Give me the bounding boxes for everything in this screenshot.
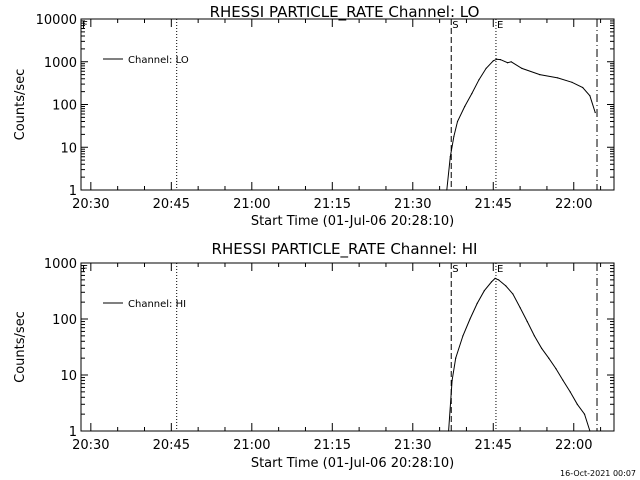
data-point <box>448 430 450 432</box>
data-point <box>476 302 478 304</box>
data-point <box>594 111 596 114</box>
y-tick-label: 100 <box>52 99 77 114</box>
y-tick-label: 1 <box>69 184 77 199</box>
x-tick-label: 22:00 <box>555 438 592 453</box>
x-tick-label: 20:45 <box>153 197 190 212</box>
data-point <box>478 79 480 81</box>
x-tick-label: 21:00 <box>233 197 270 212</box>
data-point <box>583 413 586 415</box>
x-axis-label: Start Time (01-Jul-06 20:28:10) <box>251 456 454 471</box>
chart-title: RHESSI PARTICLE_RATE Channel: LO <box>210 3 480 22</box>
x-tick-label: 21:30 <box>394 197 431 212</box>
data-point <box>464 105 466 108</box>
data-point <box>498 279 500 281</box>
data-point <box>582 86 584 89</box>
data-point <box>496 58 498 60</box>
event-marker-label: E <box>497 20 503 31</box>
data-point <box>562 379 564 381</box>
chart-title: RHESSI PARTICLE_RATE Channel: HI <box>212 240 478 259</box>
x-tick-label: 20:45 <box>153 438 190 453</box>
data-point <box>507 62 509 64</box>
data-point <box>521 67 523 69</box>
y-tick-label: 10 <box>60 141 77 156</box>
data-point <box>494 277 496 279</box>
data-point <box>456 120 459 123</box>
data-point <box>541 347 543 349</box>
event-marker-label: E <box>497 264 503 275</box>
x-tick-label: 21:45 <box>475 438 512 453</box>
data-point <box>589 95 591 97</box>
data-point <box>505 285 507 287</box>
y-tick-label: 10 <box>60 369 77 384</box>
x-tick-label: 20:30 <box>72 197 109 212</box>
legend-label: Channel: HI <box>128 299 186 310</box>
y-tick-label: 1000 <box>44 56 77 71</box>
data-point <box>490 281 493 283</box>
x-tick-label: 21:45 <box>475 197 512 212</box>
data-point <box>589 430 591 432</box>
data-point <box>499 59 501 61</box>
y-axis-label: Counts/sec <box>13 311 28 383</box>
data-point <box>453 135 455 137</box>
data-point <box>555 368 557 370</box>
data-point <box>533 335 536 337</box>
y-axis-label: Counts/sec <box>13 69 28 141</box>
data-point <box>492 60 494 62</box>
y-tick-label: 10000 <box>36 13 77 28</box>
x-tick-label: 21:30 <box>394 438 431 453</box>
data-point <box>539 74 541 76</box>
data-point <box>510 61 512 63</box>
x-tick-label: 21:00 <box>233 438 270 453</box>
data-point <box>455 357 457 359</box>
data-point <box>571 81 573 83</box>
event-marker-label: F <box>82 264 88 275</box>
x-tick-label: 21:15 <box>314 197 351 212</box>
x-tick-label: 22:00 <box>555 197 592 212</box>
data-point <box>446 189 448 191</box>
x-tick-label: 21:15 <box>314 438 351 453</box>
data-point <box>576 403 578 405</box>
y-tick-label: 1 <box>69 425 77 440</box>
chart-hi-channel: RHESSI PARTICLE_RATE Channel: HI Start T… <box>13 240 615 471</box>
chart-lo-channel: RHESSI PARTICLE_RATE Channel: LO Start T… <box>13 3 615 229</box>
data-point <box>485 67 487 69</box>
data-point <box>449 156 451 158</box>
series-line <box>448 277 591 432</box>
event-marker-label: S <box>452 20 458 31</box>
x-axis-label: Start Time (01-Jul-06 20:28:10) <box>251 214 454 229</box>
data-point <box>519 307 521 309</box>
y-tick-label: 100 <box>52 313 77 328</box>
data-point <box>471 93 473 95</box>
series-line <box>446 58 596 191</box>
data-point <box>451 379 453 381</box>
y-tick-label: 1000 <box>44 257 77 272</box>
data-point <box>483 290 485 292</box>
data-point <box>512 293 514 295</box>
data-point <box>462 335 464 337</box>
footer-timestamp: 16-Oct-2021 00:07 <box>560 469 636 478</box>
data-point <box>526 321 528 323</box>
data-point <box>469 318 471 320</box>
data-point <box>548 357 550 359</box>
data-point <box>557 77 559 79</box>
plot-frame <box>80 262 615 432</box>
legend-label: Channel: LO <box>128 55 189 66</box>
event-marker-label: S <box>452 264 458 275</box>
x-tick-label: 20:30 <box>72 438 109 453</box>
event-marker-label: F <box>82 20 88 31</box>
data-point <box>569 391 571 393</box>
plot-frame <box>80 18 615 191</box>
